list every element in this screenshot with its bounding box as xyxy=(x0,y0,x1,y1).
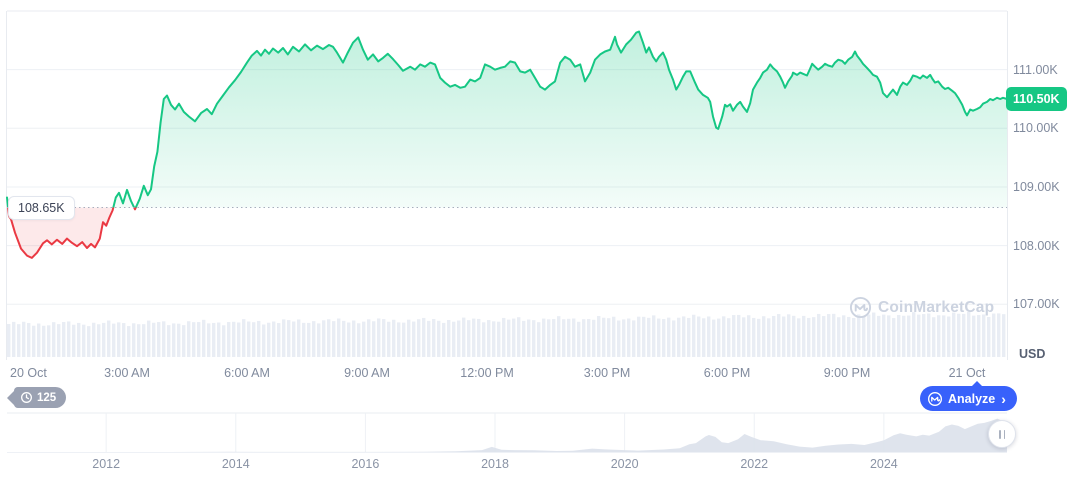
price-tick-label: 110.00K xyxy=(1013,121,1059,136)
minimap-year-label: 2018 xyxy=(481,457,509,471)
current-price-badge: 110.50K xyxy=(1006,86,1067,111)
history-count: 125 xyxy=(37,391,57,404)
watermark-text: CoinMarketCap xyxy=(878,298,995,316)
coinmarketcap-logo-icon xyxy=(849,296,872,319)
time-tick-label: 6:00 AM xyxy=(224,366,270,380)
time-tick-label: 9:00 PM xyxy=(823,366,871,380)
time-tick-label: 3:00 PM xyxy=(583,366,631,380)
analyze-button[interactable]: Analyze › xyxy=(920,381,1017,411)
history-clock-icon xyxy=(21,392,32,403)
minimap-year-label: 2020 xyxy=(610,457,639,471)
currency-unit-label: USD xyxy=(1019,347,1046,361)
minimap-year-label: 2014 xyxy=(221,457,250,471)
price-tick-label: 109.00K xyxy=(1013,179,1060,194)
minimap-year-label: 2016 xyxy=(351,457,380,471)
price-tick-label: 107.00K xyxy=(1013,297,1060,312)
minimap-scrubber[interactable] xyxy=(7,413,1007,453)
history-count-badge[interactable]: 125 xyxy=(14,387,67,408)
minimap-drag-handle[interactable] xyxy=(988,420,1016,448)
price-tick-label: 108.00K xyxy=(1013,238,1060,253)
time-tick-label: 6:00 PM xyxy=(703,366,751,380)
coinmarketcap-icon xyxy=(928,391,942,406)
time-tick-label: 21 Oct xyxy=(948,366,986,380)
time-tick-label: 9:00 AM xyxy=(344,366,390,380)
price-tick-label: 111.00K xyxy=(1013,62,1058,77)
time-tick-label: 20 Oct xyxy=(10,366,47,380)
time-tick-label: 12:00 PM xyxy=(460,366,514,380)
minimap-year-label: 2024 xyxy=(869,457,898,471)
chevron-right-icon: › xyxy=(1001,390,1006,407)
minimap-year-label: 2012 xyxy=(92,457,121,471)
coinmarketcap-watermark: CoinMarketCap xyxy=(849,296,994,319)
analyze-label: Analyze xyxy=(948,391,996,406)
open-price-label: 108.65K xyxy=(8,196,75,220)
time-tick-label: 3:00 AM xyxy=(104,366,150,380)
minimap-year-label: 2022 xyxy=(740,457,769,471)
